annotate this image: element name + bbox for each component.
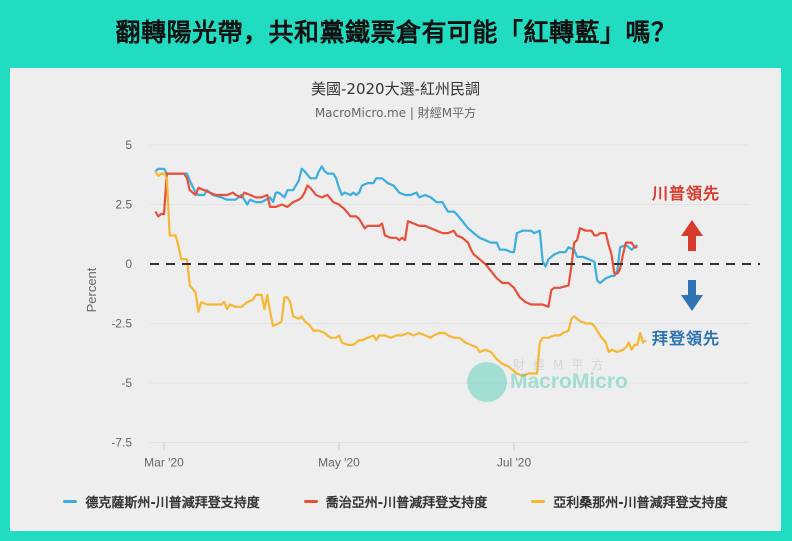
x-axis: Mar '20 May '20 Jul '20 [144,442,532,470]
x-tick-label: Mar '20 [144,456,184,470]
legend-item-arizona[interactable]: 亞利桑那州-川普減拜登支持度 [531,492,728,511]
y-tick-label: 0 [125,257,132,271]
chart-card: 美國-2020大選-紅州民調 MacroMicro.me | 財經M平方 5 2.… [10,68,781,531]
series-lines [154,165,647,377]
y-tick-label: -5 [121,376,132,390]
y-tick-label: 2.5 [115,198,132,212]
series-line-0[interactable] [154,165,639,285]
legend-item-texas[interactable]: 德克薩斯州-川普減拜登支持度 [63,492,260,511]
trump-lead-arrow-icon [681,220,703,251]
series-line-2[interactable] [154,170,647,377]
line-chart: 5 2.5 0 -2.5 -5 -7.5 Mar '20 May '20 Jul '20 Pe… [84,138,760,470]
y-tick-label: -2.5 [111,317,132,331]
headline: 翻轉陽光帶，共和黨鐵票倉有可能「紅轉藍」嗎？ [115,18,677,47]
legend-swatch-arizona [531,499,546,503]
watermark: 財經M平方 MacroMicro [465,356,665,406]
y-axis-title: Percent [84,267,99,312]
biden-lead-label: 拜登領先 [652,329,721,348]
legend-swatch-texas [63,499,78,503]
y-tick-label: 5 [125,138,132,152]
grid-lines [150,144,748,443]
trump-lead-label: 川普領先 [652,184,721,203]
macromicro-logo-icon [467,362,507,402]
legend-swatch-georgia [303,499,318,503]
y-tick-label: -7.5 [111,436,132,450]
x-tick-label: Jul '20 [497,456,532,470]
chart-subtitle: MacroMicro.me | 財經M平方 [314,106,477,120]
x-tick-label: May '20 [318,456,360,470]
y-axis: 5 2.5 0 -2.5 -5 -7.5 [111,138,132,450]
legend: 德克薩斯州-川普減拜登支持度 喬治亞州-川普減拜登支持度 亞利桑那州-川普減拜登… [10,490,781,512]
series-line-1[interactable] [154,172,638,308]
biden-lead-arrow-icon [681,280,703,311]
legend-item-georgia[interactable]: 喬治亞州-川普減拜登支持度 [303,492,487,511]
chart-title: 美國-2020大選-紅州民調 [311,80,480,98]
